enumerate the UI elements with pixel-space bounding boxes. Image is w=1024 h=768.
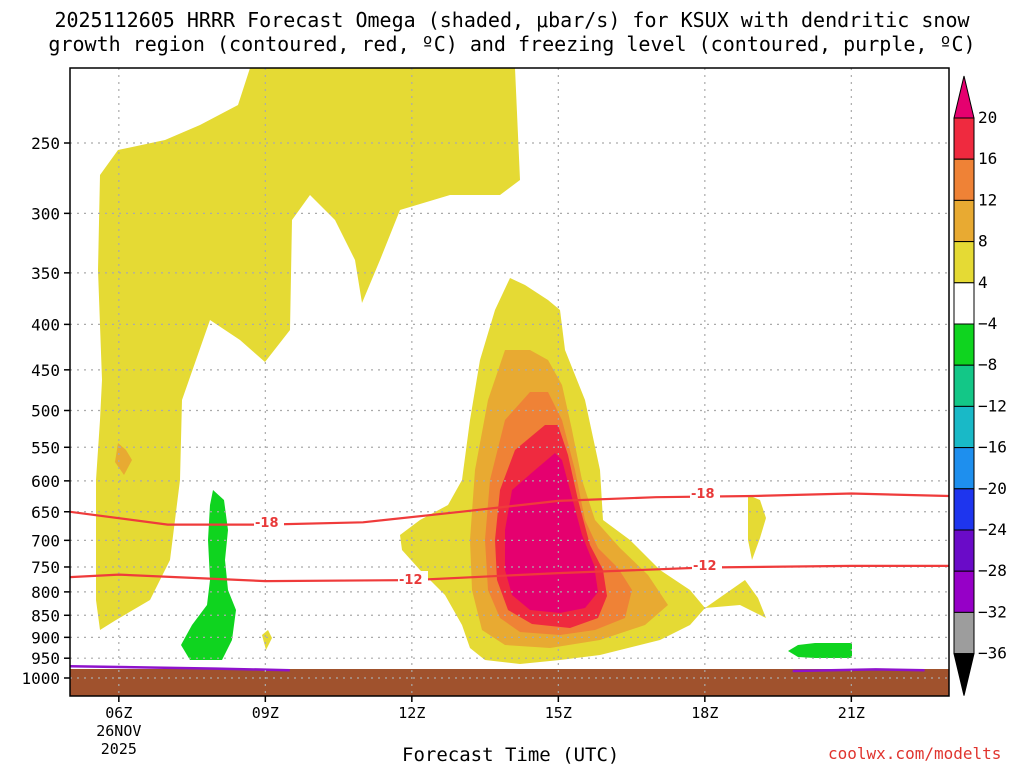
- y-tick-label: 800: [31, 583, 60, 602]
- colorbar-swatch: [953, 241, 975, 284]
- y-tick-label: 400: [31, 315, 60, 334]
- colorbar-label: 20: [978, 108, 997, 127]
- colorbar-label: −32: [978, 602, 1007, 621]
- colorbar-swatch: [953, 117, 975, 160]
- contour-labels: -18 -18 -12 -12: [254, 485, 722, 588]
- y-tick-label: 650: [31, 503, 60, 522]
- colorbar-label: −28: [978, 561, 1007, 580]
- y-tick-label: 850: [31, 606, 60, 625]
- freezing-level-contour: [70, 664, 290, 672]
- colorbar-swatch: [953, 364, 975, 407]
- x-tick-label: 18Z: [691, 704, 718, 722]
- y-axis: 250 300 350 400 450 500 550 600 650 700 750 800 850 9…: [21, 134, 70, 688]
- colorbar-swatch: [953, 653, 975, 696]
- y-tick-label: 550: [31, 438, 60, 457]
- x-axis-label: Forecast Time (UTC): [402, 744, 620, 766]
- omega-region-4-8: [70, 68, 520, 630]
- x-tick-label: 09Z: [252, 704, 279, 722]
- contour-label: -12: [693, 559, 717, 574]
- colorbar-swatch: [953, 75, 975, 119]
- omega-region-4-8: [262, 630, 272, 650]
- colorbar-label: −4: [978, 314, 997, 333]
- colorbar-swatch: [953, 488, 975, 531]
- colorbar-swatch: [953, 199, 975, 243]
- colorbar-label: 8: [978, 232, 988, 251]
- credit-link[interactable]: coolwx.com/modelts: [828, 744, 1002, 763]
- colorbar-swatch: [953, 447, 975, 490]
- colorbar-swatch: [953, 529, 975, 572]
- x-tick-label: 06Z: [105, 704, 132, 722]
- title-line-1: 2025112605 HRRR Forecast Omega (shaded, …: [54, 8, 970, 32]
- x-tick-label: 12Z: [398, 704, 425, 722]
- dgz-contours: [70, 492, 949, 583]
- x-tick-year: 2025: [101, 740, 137, 758]
- colorbar-label: −16: [978, 438, 1007, 457]
- y-tick-label: 250: [31, 134, 60, 153]
- y-tick-label: 950: [31, 649, 60, 668]
- y-tick-label: 750: [31, 558, 60, 577]
- chart-title: 2025112605 HRRR Forecast Omega (shaded, …: [0, 8, 1024, 56]
- colorbar-label: 4: [978, 273, 988, 292]
- colorbar-label: −8: [978, 355, 997, 374]
- title-line-2: growth region (contoured, red, ºC) and f…: [48, 32, 976, 56]
- colorbar-swatch: [953, 282, 975, 325]
- colorbar-label: −20: [978, 479, 1007, 498]
- colorbar-swatch: [953, 323, 975, 366]
- ground-surface: [70, 669, 949, 696]
- colorbar-swatch: [953, 158, 975, 201]
- contour-label: -12: [399, 573, 423, 588]
- colorbar-label: −36: [978, 644, 1007, 663]
- omega-colorbar: 20 16 12 8 4 −4 −8 −12 −16 −20 −24 −28 −32 −36: [953, 75, 1007, 696]
- y-tick-label: 700: [31, 531, 60, 550]
- y-tick-label: 450: [31, 361, 60, 380]
- y-tick-label: 600: [31, 472, 60, 491]
- omega-region-neg-4-8: [788, 643, 852, 658]
- y-tick-label: 500: [31, 402, 60, 421]
- contour-label: -18: [255, 516, 279, 531]
- x-tick-label: 15Z: [545, 704, 572, 722]
- colorbar-label: 12: [978, 190, 997, 209]
- x-tick-label: 21Z: [838, 704, 865, 722]
- freezing-level-contour: [792, 668, 925, 673]
- x-tick-date: 26NOV: [96, 722, 141, 740]
- y-tick-label: 300: [31, 204, 60, 223]
- colorbar-label: −24: [978, 520, 1007, 539]
- plot-frame: [69, 67, 950, 697]
- omega-shading: [70, 68, 949, 696]
- y-tick-label: 1000: [21, 669, 60, 688]
- omega-region-4-8: [748, 495, 766, 560]
- colorbar-swatch: [953, 611, 975, 655]
- y-tick-label: 350: [31, 264, 60, 283]
- contour-label: -18: [691, 487, 715, 502]
- dgz-contour-minus12: [70, 564, 949, 583]
- colorbar-swatch: [953, 570, 975, 613]
- colorbar-label: 16: [978, 149, 997, 168]
- y-tick-label: 900: [31, 628, 60, 647]
- omega-region-4-8: [705, 580, 766, 618]
- colorbar-swatch: [953, 405, 975, 449]
- colorbar-label: −12: [978, 396, 1007, 415]
- dgz-contour-minus18: [70, 492, 949, 526]
- omega-region-neg-4-8: [181, 490, 236, 660]
